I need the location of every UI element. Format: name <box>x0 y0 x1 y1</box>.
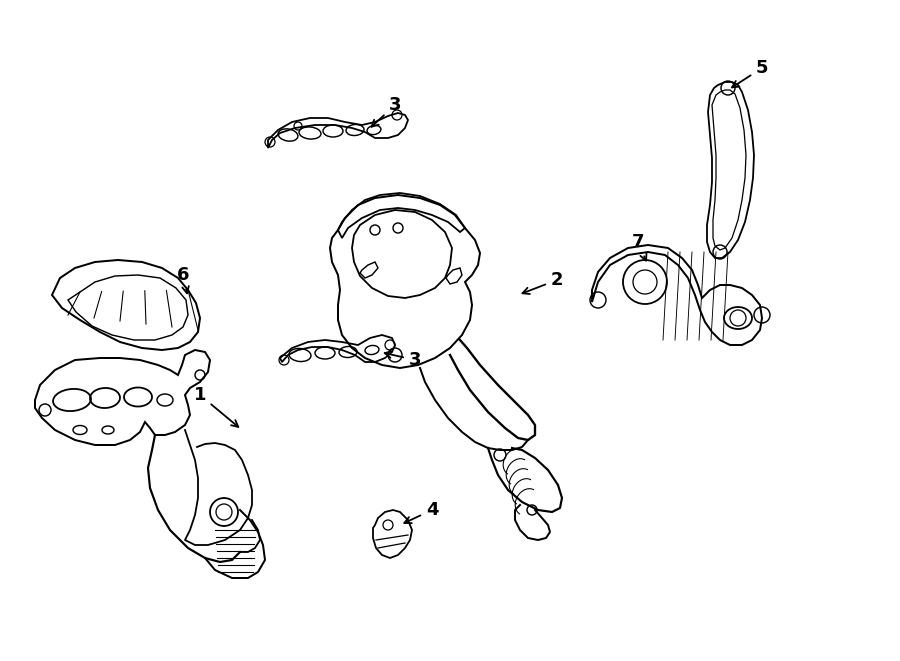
Text: 2: 2 <box>523 271 563 294</box>
Text: 7: 7 <box>632 233 646 260</box>
Text: 4: 4 <box>404 501 438 523</box>
Text: 5: 5 <box>732 59 769 87</box>
Text: 3: 3 <box>384 351 421 369</box>
Text: 1: 1 <box>194 386 238 427</box>
Text: 6: 6 <box>176 266 189 293</box>
Text: 3: 3 <box>372 96 401 127</box>
